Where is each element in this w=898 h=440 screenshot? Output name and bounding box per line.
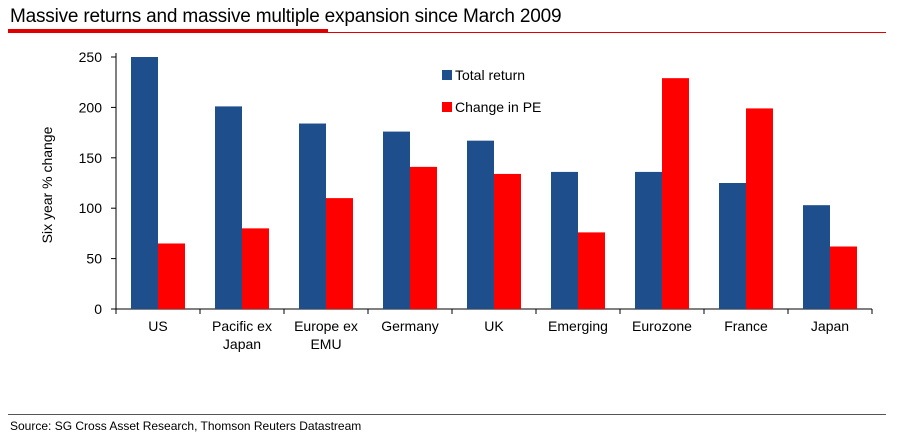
y-axis-label: Six year % change <box>39 126 55 243</box>
x-category-label: EMU <box>310 336 341 352</box>
source-divider <box>8 414 886 415</box>
title-divider <box>8 32 886 33</box>
source-note: Source: SG Cross Asset Research, Thomson… <box>10 419 362 433</box>
bar-change-in-pe <box>158 243 185 309</box>
bar-total-return <box>131 57 158 309</box>
x-category-label: UK <box>484 318 504 334</box>
y-tick-label: 50 <box>86 251 102 267</box>
bar-total-return <box>551 171 578 309</box>
y-tick-label: 0 <box>94 301 102 317</box>
legend-swatch-change-in-pe <box>442 102 452 112</box>
legend: Total return Change in PE <box>442 67 541 115</box>
y-tick-label: 150 <box>79 150 103 166</box>
bar-change-in-pe <box>830 246 857 309</box>
x-category-label: Japan <box>811 318 849 334</box>
title-underline-accent <box>8 29 328 32</box>
chart-title: Massive returns and massive multiple exp… <box>10 6 562 27</box>
x-category-label: Europe ex <box>294 318 358 334</box>
x-category-label: France <box>724 318 768 334</box>
bar-change-in-pe <box>578 232 605 309</box>
bar-total-return <box>635 171 662 309</box>
bar-total-return <box>299 123 326 309</box>
x-category-label: Japan <box>223 336 261 352</box>
bar-change-in-pe <box>326 198 353 309</box>
bar-change-in-pe <box>662 78 689 309</box>
x-category-label: Germany <box>381 318 439 334</box>
x-category-label: Eurozone <box>632 318 692 334</box>
y-tick-label: 250 <box>79 49 103 65</box>
bar-total-return <box>803 205 830 309</box>
x-category-label: Emerging <box>548 318 608 334</box>
x-category-label: Pacific ex <box>212 318 272 334</box>
bars <box>131 57 857 310</box>
bar-change-in-pe <box>746 108 773 310</box>
bar-change-in-pe <box>494 173 521 309</box>
bar-total-return <box>383 131 410 309</box>
legend-swatch-total-return <box>442 70 452 80</box>
x-category-label: US <box>148 318 167 334</box>
y-tick-label: 200 <box>79 99 103 115</box>
bar-change-in-pe <box>410 166 437 309</box>
legend-label-total-return: Total return <box>455 67 525 83</box>
category-labels: US Pacific ex Japan Europe ex EMU Germany UK Em… <box>148 318 849 352</box>
bar-total-return <box>215 106 242 309</box>
bar-total-return <box>467 140 494 309</box>
bar-total-return <box>719 183 746 309</box>
bar-change-in-pe <box>242 228 269 309</box>
legend-label-change-in-pe: Change in PE <box>455 99 541 115</box>
y-tick-label: 100 <box>79 200 103 216</box>
